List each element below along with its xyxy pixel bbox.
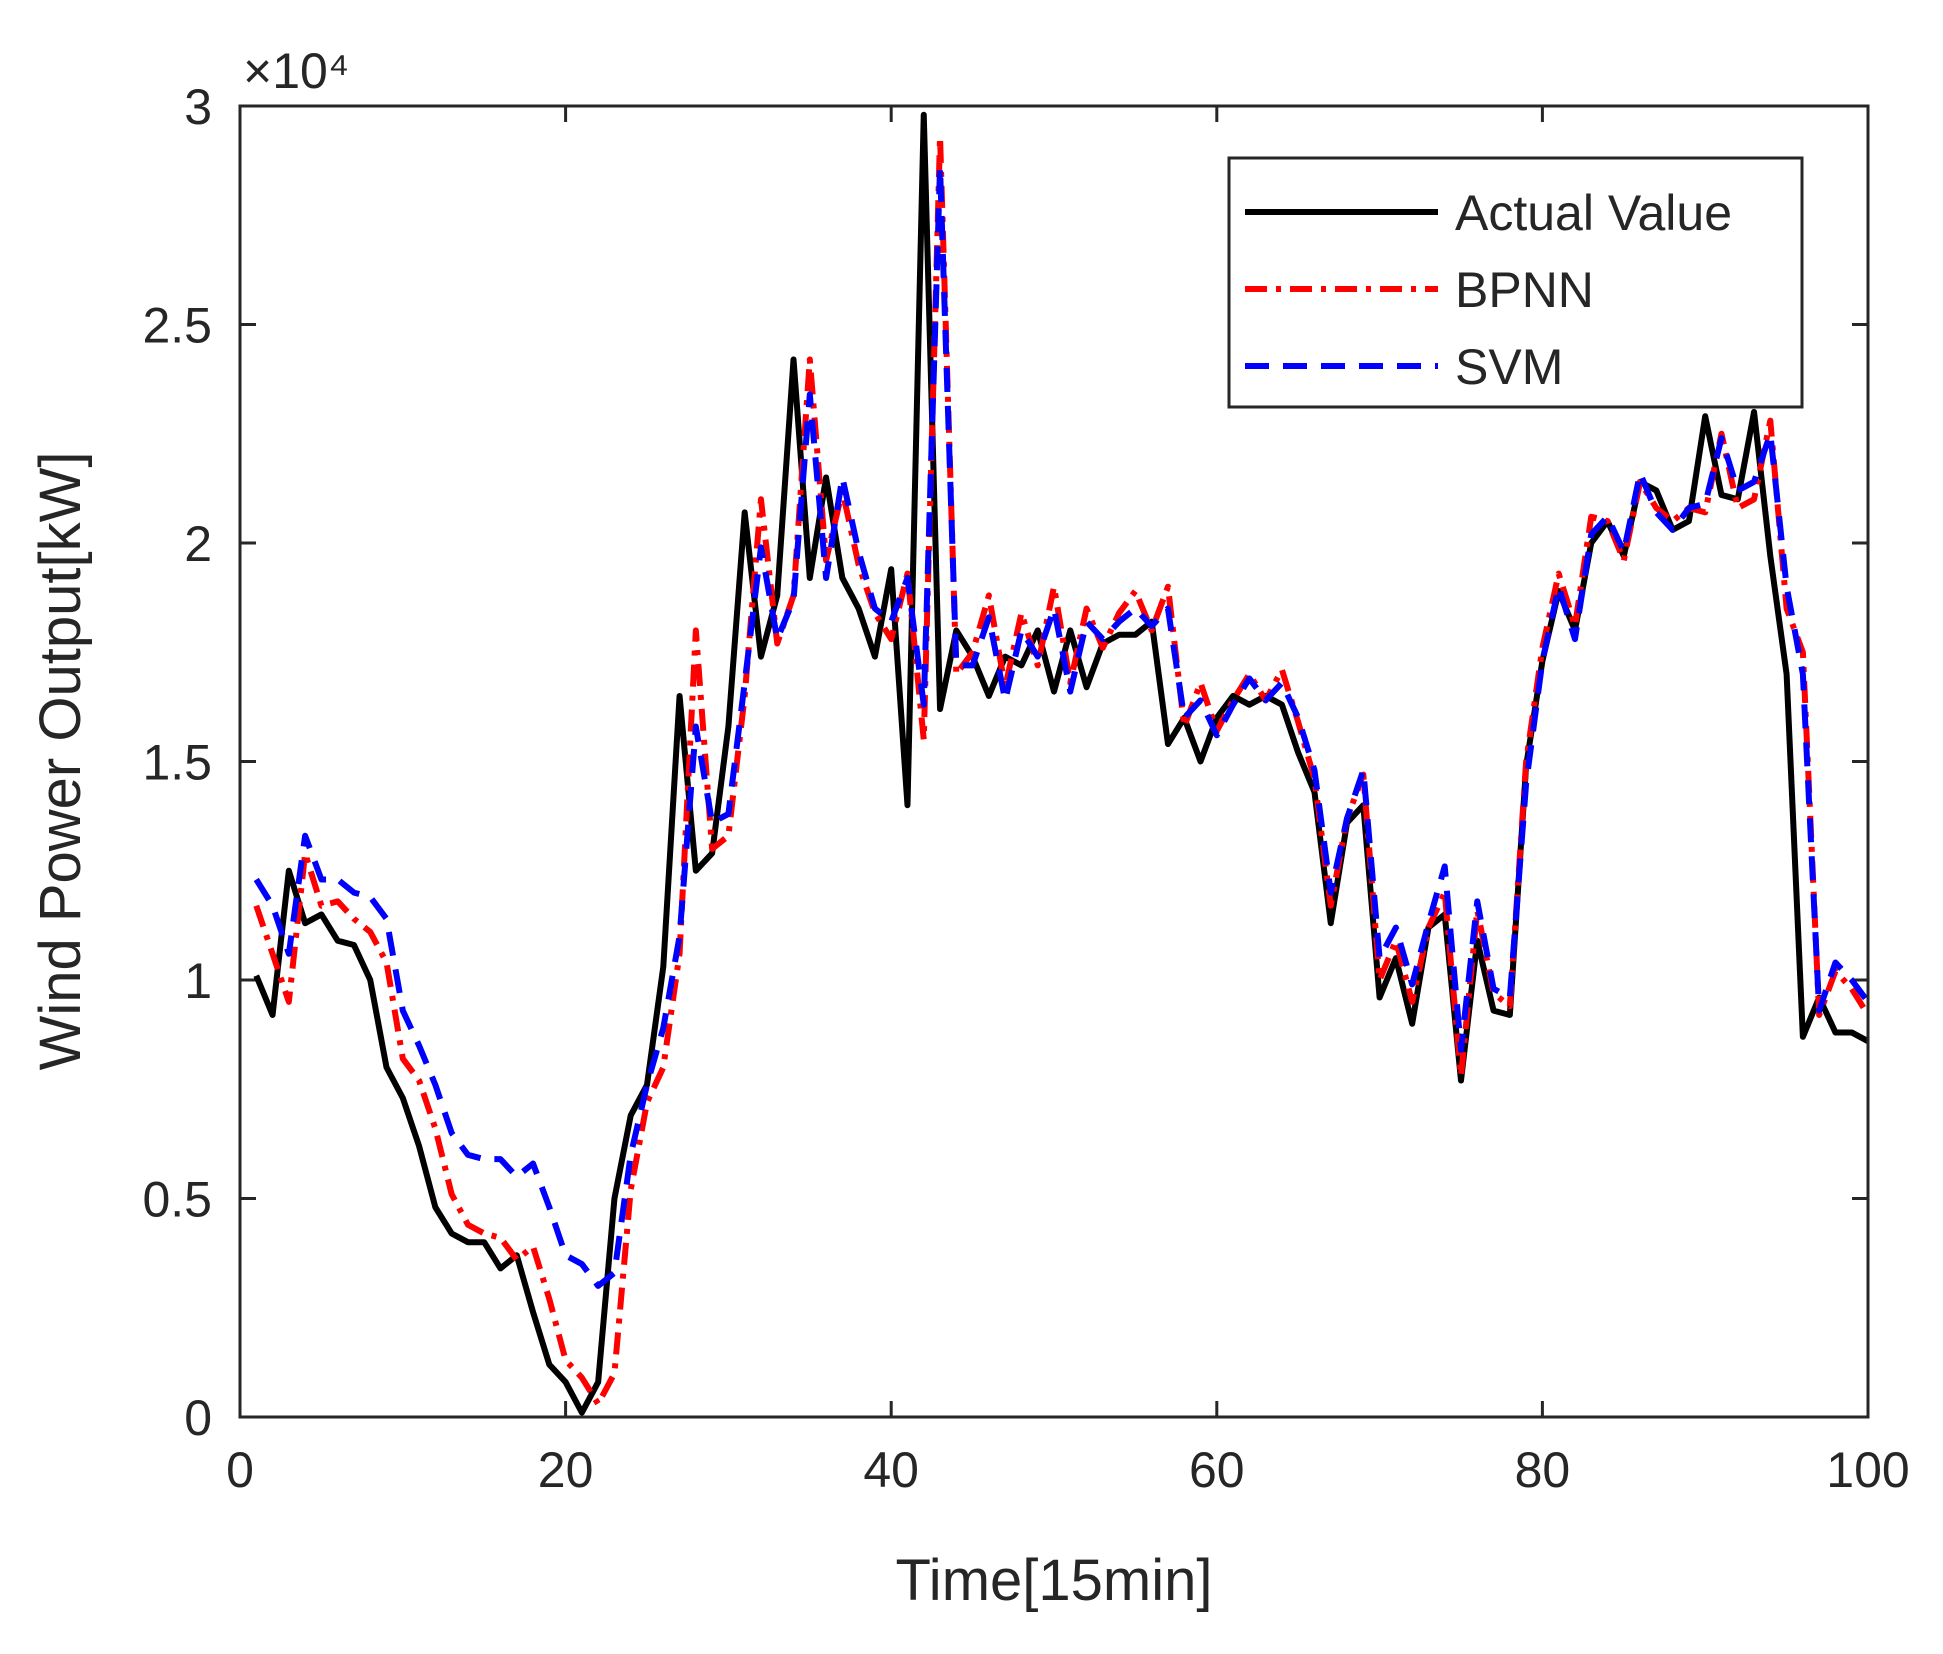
series-line [253,164,1871,1289]
plot-frame [238,104,1870,1419]
y-tick-label: 2 [184,516,212,572]
y-tick-label: 1 [184,953,212,1009]
x-axis-label: Time[15min] [896,1548,1213,1613]
x-tick-label: 20 [538,1442,594,1498]
legend-label: BPNN [1455,262,1594,318]
y-multiplier: ×10⁴ [243,43,349,99]
legend-label: Actual Value [1455,185,1732,241]
y-tick-label: 0.5 [142,1172,212,1228]
x-tick-label: 60 [1189,1442,1245,1498]
x-tick-label: 100 [1826,1442,1909,1498]
y-tick-label: 0 [184,1390,212,1446]
x-tick-label: 80 [1515,1442,1571,1498]
y-tick-label: 3 [184,79,212,135]
x-tick-label: 40 [863,1442,919,1498]
y-axis-label: Wind Power Output[kW] [28,452,93,1071]
x-tick-label: 0 [226,1442,254,1498]
series-line [253,133,1871,1407]
y-tick-label: 2.5 [142,298,212,354]
y-tick-label: 1.5 [142,735,212,791]
legend-label: SVM [1455,339,1563,395]
